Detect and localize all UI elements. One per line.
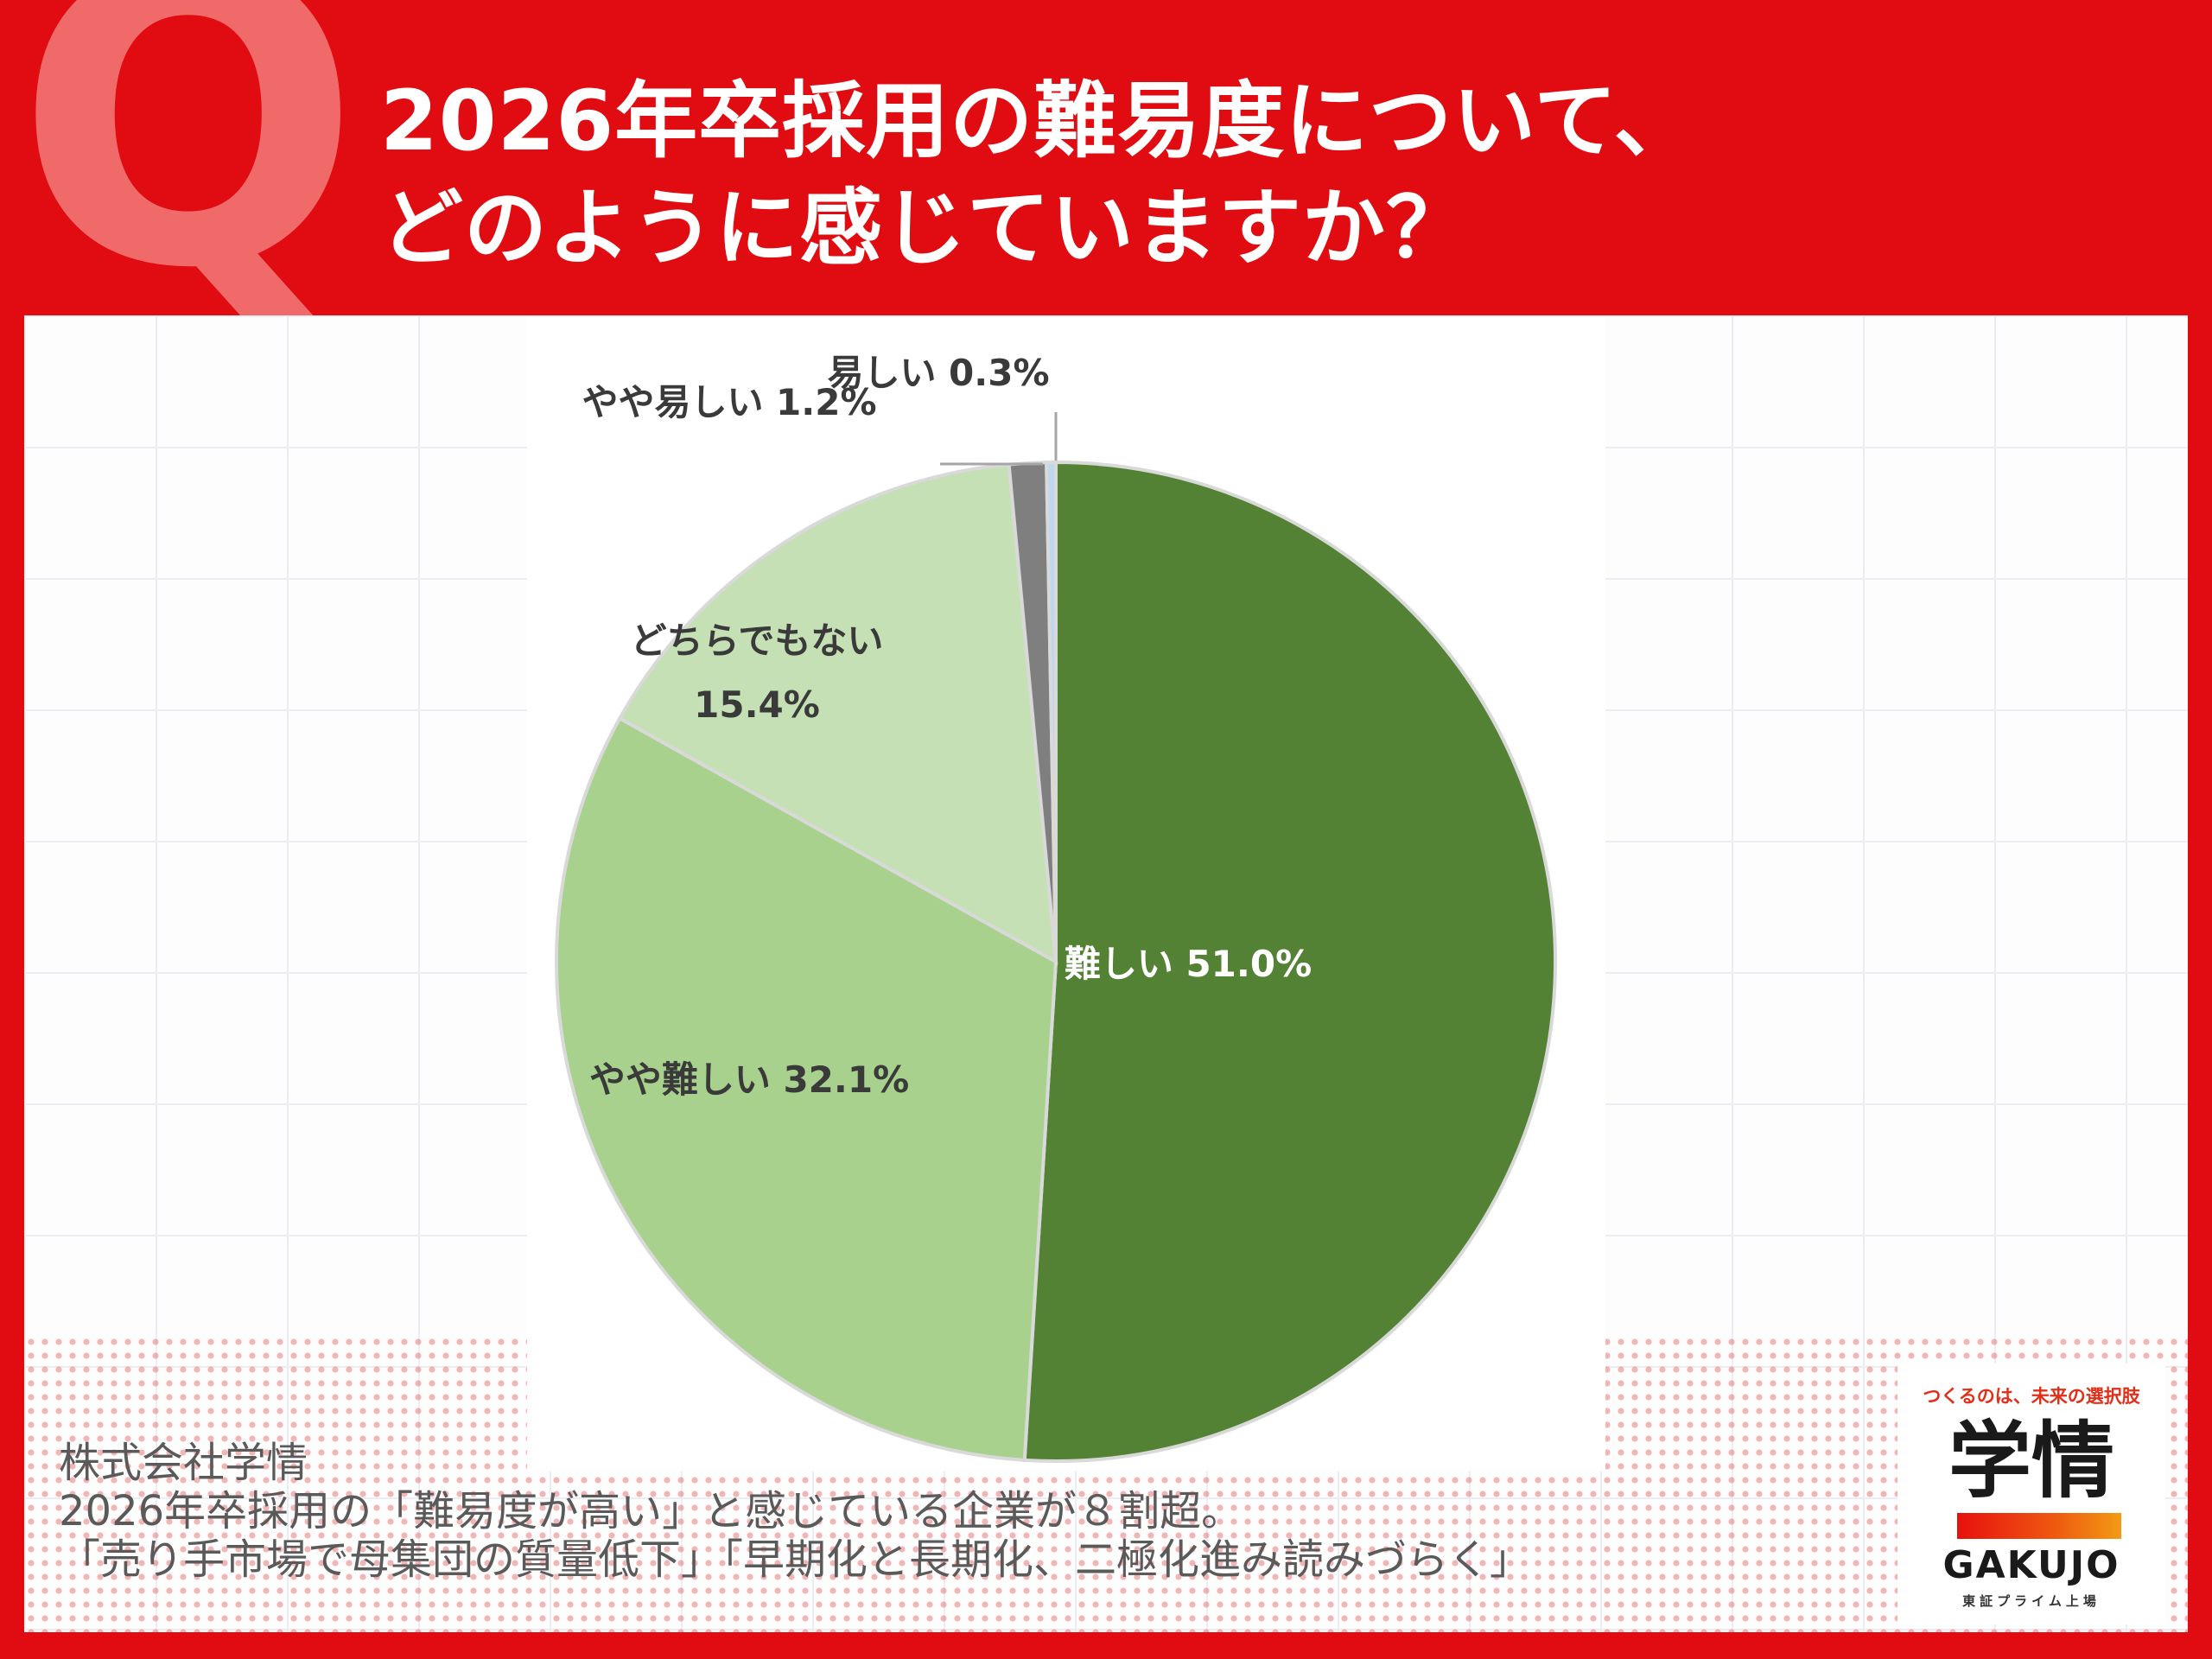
title-line-2: どのように感じていますか？ bbox=[380, 180, 1470, 276]
data-label-neither-name: どちらでもない bbox=[631, 620, 884, 662]
header: Q 2026年卒採用の難易度について、 どのように感じていますか？ bbox=[0, 0, 2212, 315]
title-line-1: 2026年卒採用の難易度について、 bbox=[380, 73, 1698, 169]
logo-bar bbox=[1957, 1513, 2121, 1539]
data-label-somewhat-easy: やや易しい 1.2% bbox=[582, 381, 876, 423]
source-company: 株式会社学情 bbox=[59, 1439, 308, 1487]
data-label-somewhat-difficult: やや難しい 32.1% bbox=[589, 1058, 909, 1101]
logo-name-en: GAKUJO bbox=[1942, 1543, 2120, 1587]
pie-slice-somewhat-difficult bbox=[555, 715, 1058, 1462]
chart-panel: 難しい 51.0% やや難しい 32.1% どちらでもない 15.4% やや易しい 1.… bbox=[527, 317, 1605, 1471]
source-line-1: 2026年卒採用の「難易度が高い」と感じている企業が８割超。 bbox=[59, 1487, 1243, 1535]
pie-slice-neither bbox=[617, 462, 1058, 965]
data-label-difficult: 難しい 51.0% bbox=[1065, 943, 1312, 985]
source-text: 株式会社学情 2026年卒採用の「難易度が高い」と感じている企業が８割超。 「売… bbox=[59, 1439, 1531, 1584]
pie-slice-difficult bbox=[1022, 460, 1557, 1463]
source-line-2: 「売り手市場で母集団の質量低下」「早期化と長期化、二極化進み読みづらく」 bbox=[59, 1535, 1532, 1584]
pie-chart: 難しい 51.0% やや難しい 32.1% どちらでもない 15.4% やや易しい 1.… bbox=[555, 352, 1557, 1463]
content-panel: 難しい 51.0% やや難しい 32.1% どちらでもない 15.4% やや易しい 1.… bbox=[24, 315, 2188, 1632]
gakujo-logo: つくるのは、未来の選択肢 学情 GAKUJO 東証プライム上場 bbox=[1897, 1363, 2165, 1624]
logo-sub: 東証プライム上場 bbox=[1962, 1593, 2101, 1609]
q-badge: Q bbox=[16, 0, 361, 315]
page-title: 2026年卒採用の難易度について、 どのように感じていますか？ bbox=[380, 67, 2152, 282]
logo-name: 学情 bbox=[1948, 1413, 2114, 1510]
data-label-neither-value: 15.4% bbox=[694, 683, 820, 726]
data-label-easy: 易しい 0.3% bbox=[827, 352, 1049, 394]
logo-tagline: つくるのは、未来の選択肢 bbox=[1923, 1386, 2140, 1407]
pie-slice-easy bbox=[1045, 460, 1058, 963]
